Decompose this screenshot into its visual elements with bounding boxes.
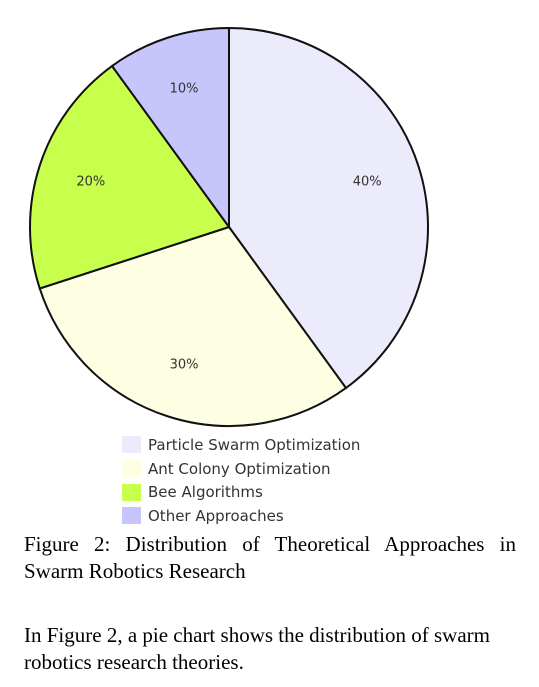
pie-slice [29,64,231,290]
legend-swatch [122,436,141,454]
legend-label: Ant Colony Optimization [148,459,331,478]
slice-label: 10% [170,81,199,96]
pie-slice [38,225,348,427]
pie-slice [228,26,429,390]
slice-label: 20% [76,175,105,190]
pie-chart: 40% 30% 20% 10% [29,26,429,427]
legend-label: Particle Swarm Optimization [148,435,361,454]
legend-item: Particle Swarm Optimization [122,433,360,457]
legend-item: Bee Algorithms [122,480,360,504]
legend-swatch [122,460,141,478]
figure-caption: Figure 2: Distribution of Theoretical Ap… [24,532,516,583]
legend-item: Other Approaches [122,504,360,528]
chart-legend: Particle Swarm Optimization Ant Colony Op… [122,433,360,528]
legend-swatch [122,483,141,501]
legend-item: Ant Colony Optimization [122,457,360,481]
slice-label: 30% [170,358,199,373]
body-paragraph: In Figure 2, a pie chart shows the distr… [24,623,490,674]
legend-label: Bee Algorithms [148,483,263,502]
legend-swatch [122,507,141,525]
pie-slice [110,26,230,231]
legend-label: Other Approaches [148,506,284,525]
slice-label: 40% [353,175,382,190]
